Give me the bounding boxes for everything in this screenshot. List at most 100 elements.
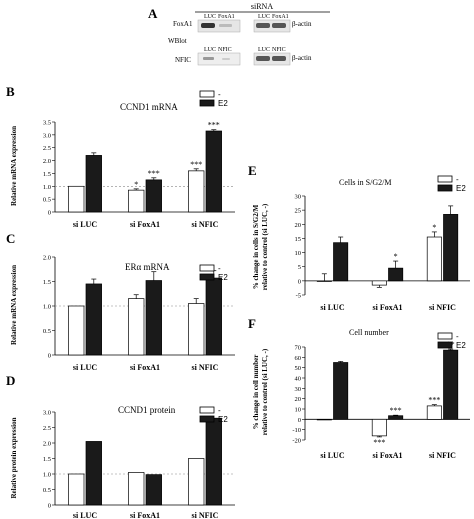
legend-label-control: - [218, 264, 221, 273]
bar [128, 298, 145, 356]
y-tick-label: 0 [48, 353, 51, 360]
bar [316, 280, 332, 282]
lane-label: FoxA1 [218, 14, 235, 20]
significance-mark: *** [390, 406, 402, 415]
y-tick-label: -20 [292, 438, 301, 445]
legend-label-e2: E2 [218, 99, 228, 108]
panel-letter: F [248, 316, 256, 331]
panel-a-letter: A [148, 6, 158, 21]
y-axis-label: Relative protein expression [10, 417, 18, 498]
blot-control-label: β-actin [292, 20, 312, 28]
y-axis-label-line: % change in cell number [252, 355, 260, 430]
bar [145, 474, 162, 506]
y-axis-label: % change in cell numberrelative to contr… [252, 348, 269, 435]
chart-title: Cell number [349, 328, 389, 337]
blot-band [272, 56, 286, 61]
bar [128, 189, 145, 213]
y-tick-label: 20 [295, 396, 302, 403]
legend-label-control: - [456, 175, 459, 184]
y-axis-label-line: relative to control (si LUC, -) [261, 203, 269, 290]
bar [388, 415, 404, 420]
chart-title: CCND1 protein [118, 405, 176, 415]
y-axis-label-line: relative to control (si LUC, -) [261, 348, 269, 435]
x-tick-label: si LUC [73, 511, 97, 519]
significance-mark: *** [428, 396, 440, 405]
y-tick-label: 2.0 [43, 255, 51, 262]
y-tick-label: 40 [295, 376, 302, 383]
legend-label-control: - [218, 90, 221, 99]
y-tick-label: 10 [295, 250, 302, 257]
x-tick-label: si LUC [73, 220, 97, 229]
bar [443, 214, 459, 282]
blot-row-target-label: NFIC [175, 56, 191, 64]
bar [333, 242, 349, 282]
lane-label: NFIC [218, 47, 232, 53]
sirna-header: siRNA [251, 2, 273, 11]
y-tick-label: -10 [292, 427, 301, 434]
legend-swatch-control [199, 90, 215, 98]
legend-label-control: - [456, 332, 459, 341]
lane-label: LUC [258, 47, 270, 53]
lane-label: NFIC [272, 47, 286, 53]
bar [426, 236, 442, 282]
y-axis-label: Relative mRNA expression [10, 265, 18, 345]
y-tick-label: 1.0 [43, 184, 51, 191]
y-tick-label: 0.5 [43, 328, 51, 335]
y-axis-label-line: % change in cells in S/G2/M [252, 204, 260, 289]
panel-letter: B [6, 84, 15, 99]
panel-c-chart: C ERα mRNA Relative mRNA expression 0 0.5 1.0… [6, 231, 235, 372]
y-axis-label: Relative mRNA expression [10, 126, 18, 206]
significance-mark: * [432, 223, 436, 232]
significance-mark: *** [190, 160, 202, 169]
x-tick-label: si FoxA1 [373, 451, 403, 460]
legend-swatch-control [437, 332, 453, 340]
panel-letter: E [248, 163, 257, 178]
y-tick-label: 1.5 [43, 456, 51, 463]
x-tick-label: si FoxA1 [130, 363, 160, 372]
legend-label-e2: E2 [218, 415, 228, 424]
panel-e-chart: E Cells in S/G2/M % change in cells in S/G… [248, 163, 470, 312]
x-tick-label: si FoxA1 [130, 511, 160, 519]
lane-label: LUC [204, 14, 216, 20]
bar [145, 179, 162, 213]
y-tick-label: 25 [295, 208, 302, 215]
x-tick-label: si NFIC [192, 363, 219, 372]
blot-band [256, 56, 270, 61]
x-tick-label: si NFIC [192, 220, 219, 229]
y-tick-label: 1.0 [43, 472, 51, 479]
panel-d-chart: D CCND1 protein Relative protein expressio… [6, 373, 235, 519]
y-tick-label: 60 [295, 355, 302, 362]
bar [128, 472, 145, 506]
legend-label-control: - [218, 406, 221, 415]
blot-band [256, 23, 270, 28]
panel-b-chart: B CCND1 mRNA Relative mRNA expression 0 0.5 1… [6, 84, 235, 229]
bar [188, 303, 205, 356]
blot-band [222, 58, 230, 60]
bar [145, 280, 162, 356]
bar [205, 417, 222, 506]
blot-band [203, 57, 214, 60]
charts-layer: B CCND1 mRNA Relative mRNA expression 0 0.5 1… [6, 84, 470, 519]
panel-letter: C [6, 231, 15, 246]
y-tick-label: 70 [295, 345, 302, 352]
bar [85, 441, 102, 506]
y-tick-label: -5 [296, 293, 301, 300]
bar [371, 418, 387, 437]
y-tick-label: 1.0 [43, 304, 51, 311]
y-tick-label: 5 [298, 264, 301, 271]
y-tick-label: 2.5 [43, 145, 51, 152]
x-tick-label: si FoxA1 [373, 303, 403, 312]
x-tick-label: si NFIC [192, 511, 219, 519]
y-tick-label: 2.5 [43, 425, 51, 432]
legend-label-e2: E2 [456, 184, 466, 193]
y-tick-label: 50 [295, 365, 302, 372]
legend-swatch-control [437, 175, 453, 183]
chart-title: Cells in S/G2/M [339, 178, 391, 187]
bar [371, 280, 387, 286]
y-tick-label: 0.5 [43, 197, 51, 204]
blot-control-label: β-actin [292, 54, 312, 62]
legend-label-e2: E2 [218, 273, 228, 282]
legend-swatch-e2 [199, 415, 215, 423]
bar [85, 283, 102, 356]
